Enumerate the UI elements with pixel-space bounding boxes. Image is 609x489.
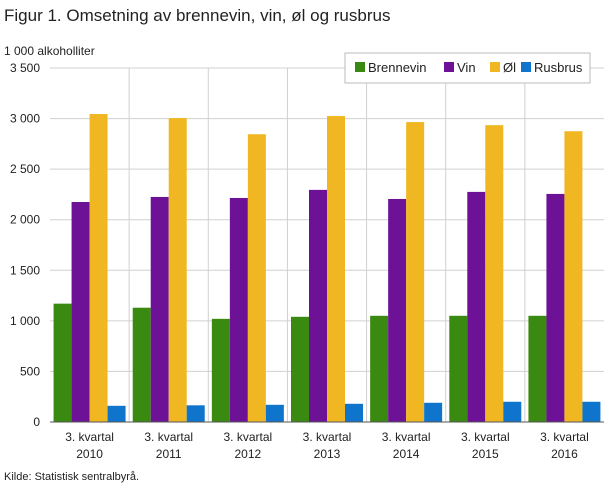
bar-vin <box>467 191 486 422</box>
x-tick-label: 2016 <box>551 447 578 461</box>
bar-vin <box>71 202 90 422</box>
bar-rusbrus <box>582 401 601 422</box>
bar-vin <box>309 189 327 422</box>
bar-brennevin <box>211 318 230 422</box>
y-tick-label: 1 000 <box>10 314 40 328</box>
legend-box <box>344 52 591 84</box>
bar-brennevin <box>53 303 72 422</box>
legend-swatch-øl <box>490 62 500 72</box>
bar-øl <box>564 131 583 422</box>
legend-swatch-rusbrus <box>521 62 531 72</box>
bar-brennevin <box>132 307 151 422</box>
x-tick-label: 3. kvartal <box>65 430 114 444</box>
x-tick-label: 3. kvartal <box>144 430 193 444</box>
y-tick-label: 0 <box>33 415 40 429</box>
y-tick-label: 3 500 <box>10 61 40 75</box>
bar-brennevin <box>449 315 468 422</box>
bar-rusbrus <box>186 405 205 422</box>
x-tick-label: 2011 <box>156 447 182 461</box>
legend-label-øl: Øl <box>503 60 516 75</box>
y-tick-label: 500 <box>20 364 40 378</box>
bar-øl <box>89 114 108 423</box>
x-tick-label: 2012 <box>235 447 262 461</box>
y-tick-label: 2 000 <box>10 213 40 227</box>
x-tick-label: 3. kvartal <box>224 430 273 444</box>
bar-rusbrus <box>424 402 443 422</box>
x-tick-label: 2010 <box>76 447 103 461</box>
bar-brennevin <box>291 316 309 422</box>
chart-title: Figur 1. Omsetning av brennevin, vin, øl… <box>4 6 391 25</box>
bar-vin <box>388 198 407 422</box>
bar-vin <box>546 193 565 422</box>
bar-rusbrus <box>503 401 522 422</box>
y-tick-label: 2 500 <box>10 162 40 176</box>
bar-vin <box>229 197 248 422</box>
source-note: Kilde: Statistisk sentralbyrå. <box>4 471 140 483</box>
bar-øl <box>168 118 187 423</box>
bar-øl <box>406 122 425 423</box>
bar-øl <box>485 125 504 422</box>
x-tick-label: 3. kvartal <box>461 430 510 444</box>
legend-label-vin: Vin <box>457 60 476 75</box>
legend-swatch-vin <box>444 62 454 72</box>
bar-rusbrus <box>265 404 284 422</box>
x-tick-label: 2013 <box>314 447 341 461</box>
y-axis-unit-label: 1 000 alkoholliter <box>4 44 95 58</box>
legend-label-rusbrus: Rusbrus <box>534 60 583 75</box>
bar-brennevin <box>528 315 547 422</box>
legend-label-brennevin: Brennevin <box>368 60 427 75</box>
bar-rusbrus <box>345 403 363 422</box>
bar-øl <box>247 134 266 422</box>
x-tick-label: 2014 <box>393 447 420 461</box>
bar-brennevin <box>370 315 389 422</box>
y-tick-label: 1 500 <box>10 263 40 277</box>
legend-swatch-brennevin <box>355 62 365 72</box>
x-tick-label: 3. kvartal <box>382 430 431 444</box>
x-tick-label: 3. kvartal <box>540 430 589 444</box>
x-tick-label: 3. kvartal <box>303 430 352 444</box>
x-tick-label: 2015 <box>472 447 499 461</box>
bar-vin <box>150 196 169 422</box>
bar-øl <box>327 116 345 423</box>
bar-rusbrus <box>107 405 126 422</box>
y-tick-label: 3 000 <box>10 112 40 126</box>
